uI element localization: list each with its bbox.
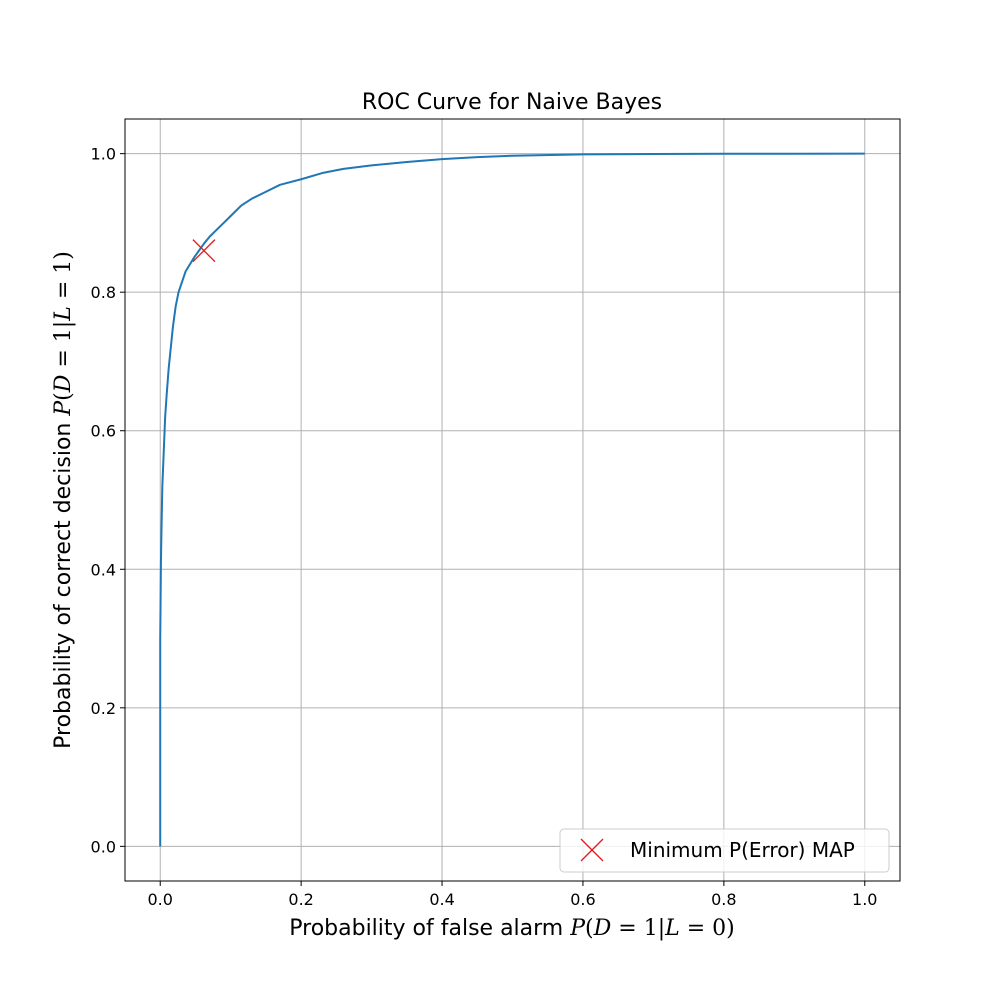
x-tick-label-1: 0.2 bbox=[288, 890, 313, 909]
y-axis-label-eq2: = 1) bbox=[51, 251, 76, 306]
x-axis-label-eq2: = 0) bbox=[680, 916, 735, 941]
legend-marker-glyph bbox=[580, 838, 604, 862]
legend: Minimum P(Error) MAP bbox=[559, 828, 890, 873]
roc-curve-line bbox=[159, 152, 865, 847]
x-axis-label-l: L bbox=[664, 916, 680, 941]
x-axis-label-prefix: Probability of false alarm bbox=[289, 916, 563, 941]
y-axis-label: Probability of correct decision P(D = 1|… bbox=[51, 251, 76, 749]
y-axis-label-open: ( bbox=[51, 392, 76, 401]
x-tick-label-4: 0.8 bbox=[711, 890, 736, 909]
x-axis-label-d: D bbox=[593, 916, 612, 941]
chart-title: ROC Curve for Naive Bayes bbox=[362, 90, 662, 115]
y-axis-label-l: L bbox=[51, 306, 76, 322]
plot-frame bbox=[124, 118, 901, 882]
y-tick-label-1: 0.2 bbox=[91, 699, 116, 718]
x-tick-label-0: 0.0 bbox=[148, 890, 173, 909]
legend-x-marker-icon bbox=[580, 838, 604, 862]
legend-box bbox=[559, 828, 890, 873]
y-tick-label-4: 0.8 bbox=[91, 283, 116, 302]
grid-lines bbox=[125, 119, 900, 881]
x-tick-label-5: 1.0 bbox=[852, 890, 877, 909]
x-axis-label-eq1: = 1| bbox=[611, 916, 665, 941]
series-layer bbox=[159, 152, 865, 847]
map-point-marker-0 bbox=[192, 239, 216, 263]
y-axis-ticks: 0.0 0.2 0.4 0.6 0.8 1.0 bbox=[91, 145, 125, 856]
x-axis-label: Probability of false alarm P(D = 1|L = 0… bbox=[289, 916, 734, 941]
y-tick-label-5: 1.0 bbox=[91, 145, 116, 164]
y-tick-label-0: 0.0 bbox=[91, 837, 116, 856]
x-axis-label-p: P bbox=[569, 916, 586, 941]
y-axis-label-d: D bbox=[51, 374, 76, 393]
legend-entry-label: Minimum P(Error) MAP bbox=[630, 838, 855, 862]
x-axis-label-open: ( bbox=[585, 916, 594, 941]
y-axis-label-prefix: Probability of correct decision bbox=[51, 423, 76, 749]
y-axis-label-p: P bbox=[51, 400, 76, 417]
x-axis-ticks: 0.0 0.2 0.4 0.6 0.8 1.0 bbox=[148, 881, 877, 909]
x-tick-label-2: 0.4 bbox=[429, 890, 454, 909]
y-axis-label-eq1: = 1| bbox=[51, 321, 76, 375]
x-tick-label-3: 0.6 bbox=[570, 890, 595, 909]
y-tick-label-2: 0.4 bbox=[91, 560, 116, 579]
y-tick-label-3: 0.6 bbox=[91, 422, 116, 441]
